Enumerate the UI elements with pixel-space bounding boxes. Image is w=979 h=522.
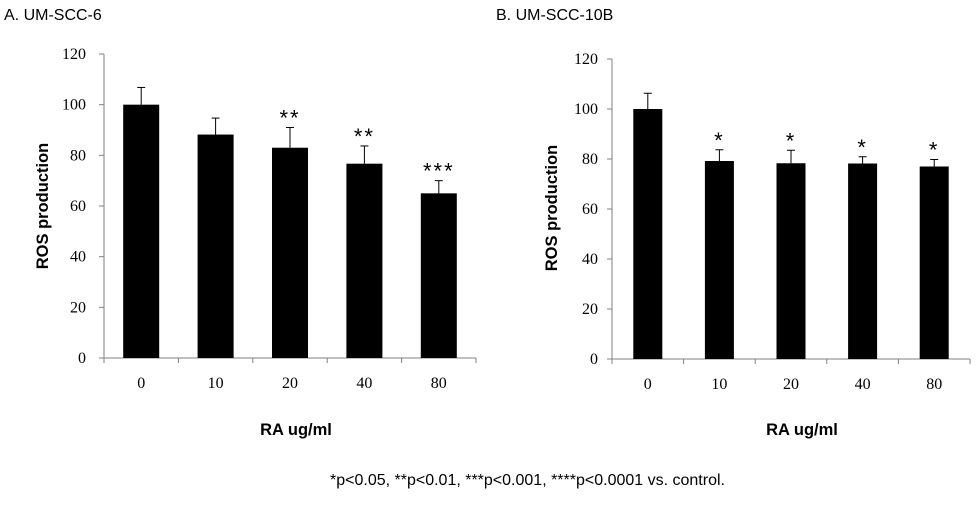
y-tick-label: 0 [590,351,598,368]
y-axis-title: ROS production [34,143,52,270]
bar [704,161,734,359]
bar [272,147,308,358]
bar [848,163,878,359]
bar [346,163,383,358]
x-tick-label: 20 [282,375,298,392]
x-tick-label: 0 [137,375,145,392]
x-tick-label: 10 [711,376,727,393]
bar [776,163,806,359]
y-tick-label: 20 [582,301,598,318]
x-tick-label: 80 [926,376,942,393]
y-tick-label: 0 [78,350,86,367]
panel-title: B. UM-SCC-10B [496,7,613,24]
y-tick-label: 100 [574,101,598,118]
x-axis-title: RA ug/ml [766,421,838,439]
x-tick-label: 0 [644,376,652,393]
y-tick-label: 40 [70,249,86,266]
significance-marker: * [714,128,725,153]
significance-marker: * [857,135,868,160]
bar [420,193,457,358]
y-tick-label: 80 [70,147,86,164]
y-tick-label: 20 [70,299,86,316]
x-tick-label: 20 [783,376,799,393]
significance-marker: * [929,138,940,163]
x-tick-label: 80 [431,375,447,392]
chart-panel-a: A. UM-SCC-6 0 20 40 60 80 100 120 0 10 ** 20 ** 40 ***… [4,7,477,439]
y-tick-label: 100 [62,97,86,114]
significance-marker: ** [279,105,300,130]
x-tick-label: 40 [855,376,871,393]
bar [919,166,949,359]
panel-title: A. UM-SCC-6 [4,7,102,24]
x-tick-label: 10 [208,375,224,392]
y-tick-label: 60 [582,201,598,218]
x-tick-label: 40 [356,375,372,392]
y-tick-label: 40 [582,251,598,268]
bar [197,134,234,358]
bar [633,109,663,359]
y-tick-label: 60 [70,198,86,215]
significance-marker: * [786,128,797,153]
significance-marker: ** [354,124,375,149]
y-axis-title: ROS production [543,145,561,272]
y-tick-label: 80 [582,151,598,168]
y-tick-label: 120 [62,46,86,63]
x-axis-title: RA ug/ml [260,421,332,439]
bar [123,104,160,359]
chart-panel-b: B. UM-SCC-10B 0 20 40 60 80 100 120 0 * 10 * 20 * 40 * 8… [496,7,971,439]
significance-marker: *** [423,159,455,184]
y-tick-label: 120 [574,51,598,68]
significance-footnote: *p<0.05, **p<0.01, ***p<0.001, ****p<0.0… [330,472,725,489]
